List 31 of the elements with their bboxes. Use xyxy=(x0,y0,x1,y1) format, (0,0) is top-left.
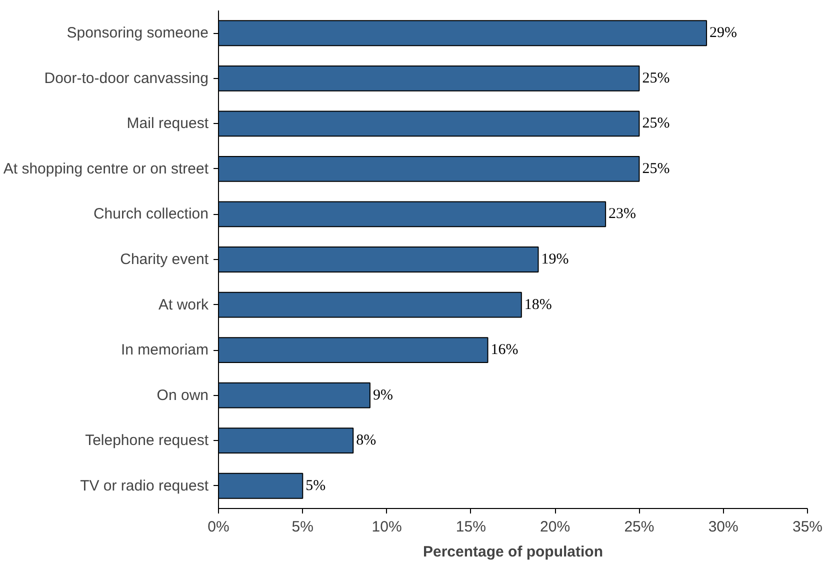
x-tick-label: 35% xyxy=(792,518,823,536)
data-label: 8% xyxy=(356,432,376,449)
data-label: 18% xyxy=(524,296,552,313)
y-tick-label: Sponsoring someone xyxy=(66,24,209,42)
x-tick-label: 30% xyxy=(708,518,738,536)
y-tick-label: Door-to-door canvassing xyxy=(44,70,209,87)
x-axis-title: Percentage of population xyxy=(422,544,604,560)
x-tick-label: 5% xyxy=(292,518,314,536)
x-tick-label: 10% xyxy=(372,518,402,536)
data-label: 5% xyxy=(306,478,326,494)
y-tick-label: In memoriam xyxy=(120,342,209,359)
data-label: 23% xyxy=(608,206,636,222)
y-tick-label: At work xyxy=(158,296,209,314)
y-tick-label: Church collection xyxy=(93,206,209,223)
data-label: 9% xyxy=(372,387,393,404)
x-tick-label: 25% xyxy=(624,518,654,536)
data-label: 25% xyxy=(642,116,670,132)
y-tick-label: At shopping centre or on street xyxy=(3,160,210,178)
y-tick-label: TV or radio request xyxy=(80,477,210,494)
y-tick-label: Charity event xyxy=(120,251,210,268)
data-label: 16% xyxy=(490,342,518,358)
x-tick-label: 20% xyxy=(540,518,570,536)
y-tick-label: Mail request xyxy=(126,115,210,132)
data-label: 29% xyxy=(710,25,738,42)
data-label: 25% xyxy=(642,70,670,86)
data-label: 25% xyxy=(642,160,670,177)
y-tick-label: On own xyxy=(156,386,209,404)
x-tick-label: 0% xyxy=(208,518,230,536)
y-tick-label: Telephone request xyxy=(85,432,210,450)
x-tick-label: 15% xyxy=(456,518,486,536)
data-label: 19% xyxy=(541,252,569,268)
